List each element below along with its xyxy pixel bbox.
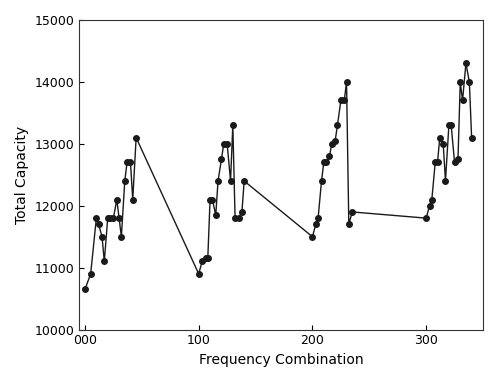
X-axis label: Frequency Combination: Frequency Combination: [199, 353, 364, 367]
Y-axis label: Total Capacity: Total Capacity: [15, 126, 29, 224]
